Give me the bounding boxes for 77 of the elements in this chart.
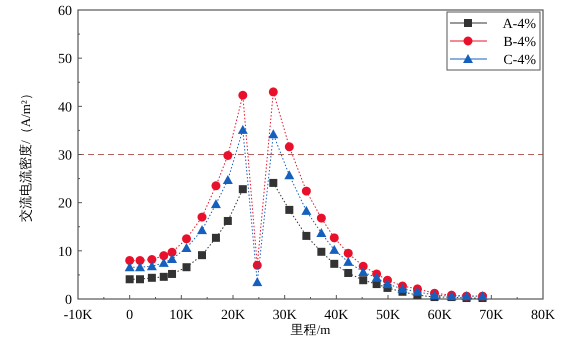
point xyxy=(285,206,294,214)
x-axis-title: 里程/m xyxy=(290,322,330,337)
point xyxy=(168,270,176,278)
x-tick-label: 80K xyxy=(530,308,556,323)
point xyxy=(160,272,168,281)
point xyxy=(330,233,339,242)
y-tick-label: 20 xyxy=(58,196,72,212)
y-tick-label: 50 xyxy=(58,52,72,68)
point xyxy=(284,170,294,180)
point xyxy=(211,181,220,190)
point xyxy=(316,228,326,238)
point xyxy=(302,186,311,196)
point xyxy=(136,275,144,284)
x-tick-label: 40K xyxy=(324,308,348,323)
point xyxy=(317,248,326,256)
point xyxy=(382,279,392,288)
point xyxy=(125,256,134,265)
legend-label: A-4% xyxy=(502,17,536,32)
legend-label: C-4% xyxy=(503,53,536,68)
point xyxy=(412,286,422,296)
legend-label: B-4% xyxy=(503,35,536,50)
y-tick-label: 0 xyxy=(65,293,72,308)
point xyxy=(148,274,156,282)
point xyxy=(344,248,353,258)
y-tick-label: 30 xyxy=(58,148,72,164)
x-tick-label: 20K xyxy=(220,308,246,323)
point xyxy=(136,256,144,265)
point xyxy=(344,268,352,277)
point xyxy=(223,150,232,160)
point xyxy=(222,175,233,184)
point xyxy=(238,90,248,100)
point xyxy=(343,256,354,266)
point xyxy=(268,87,278,96)
point xyxy=(182,234,191,244)
point xyxy=(302,232,310,240)
y-tick-label: 60 xyxy=(58,4,72,19)
point xyxy=(316,214,326,223)
x-tick-label: 30K xyxy=(272,308,297,323)
point xyxy=(126,275,134,284)
x-tick-label: 50K xyxy=(376,308,400,323)
point xyxy=(168,248,177,257)
point xyxy=(224,216,232,225)
point xyxy=(284,142,294,152)
point xyxy=(182,263,190,272)
y-tick-label: 40 xyxy=(58,100,72,116)
x-tick-label: 10K xyxy=(169,308,194,323)
point xyxy=(268,129,278,138)
point xyxy=(238,124,248,134)
point xyxy=(146,261,157,270)
point xyxy=(372,272,382,282)
x-tick-label: -10K xyxy=(64,308,92,323)
y-axis-title: 交流电流密度/（A/m²） xyxy=(18,87,33,222)
point xyxy=(238,185,247,194)
point xyxy=(359,276,368,284)
point xyxy=(252,277,262,286)
point xyxy=(212,234,220,242)
point xyxy=(158,258,169,267)
point xyxy=(197,225,207,234)
point xyxy=(198,212,206,222)
point xyxy=(330,260,338,268)
point xyxy=(210,199,221,208)
point xyxy=(329,244,340,254)
x-tick-label: 0 xyxy=(126,308,134,323)
point xyxy=(167,254,178,264)
point xyxy=(198,251,206,260)
point xyxy=(301,206,312,215)
point xyxy=(269,178,278,187)
y-tick-label: 10 xyxy=(58,244,72,260)
x-tick-label: 60K xyxy=(428,308,452,323)
x-tick-label: 70K xyxy=(479,308,504,323)
point xyxy=(397,284,408,293)
point xyxy=(358,267,368,276)
point xyxy=(124,262,135,272)
point xyxy=(147,255,156,264)
point xyxy=(159,251,168,260)
point xyxy=(135,262,145,272)
point xyxy=(182,242,192,252)
